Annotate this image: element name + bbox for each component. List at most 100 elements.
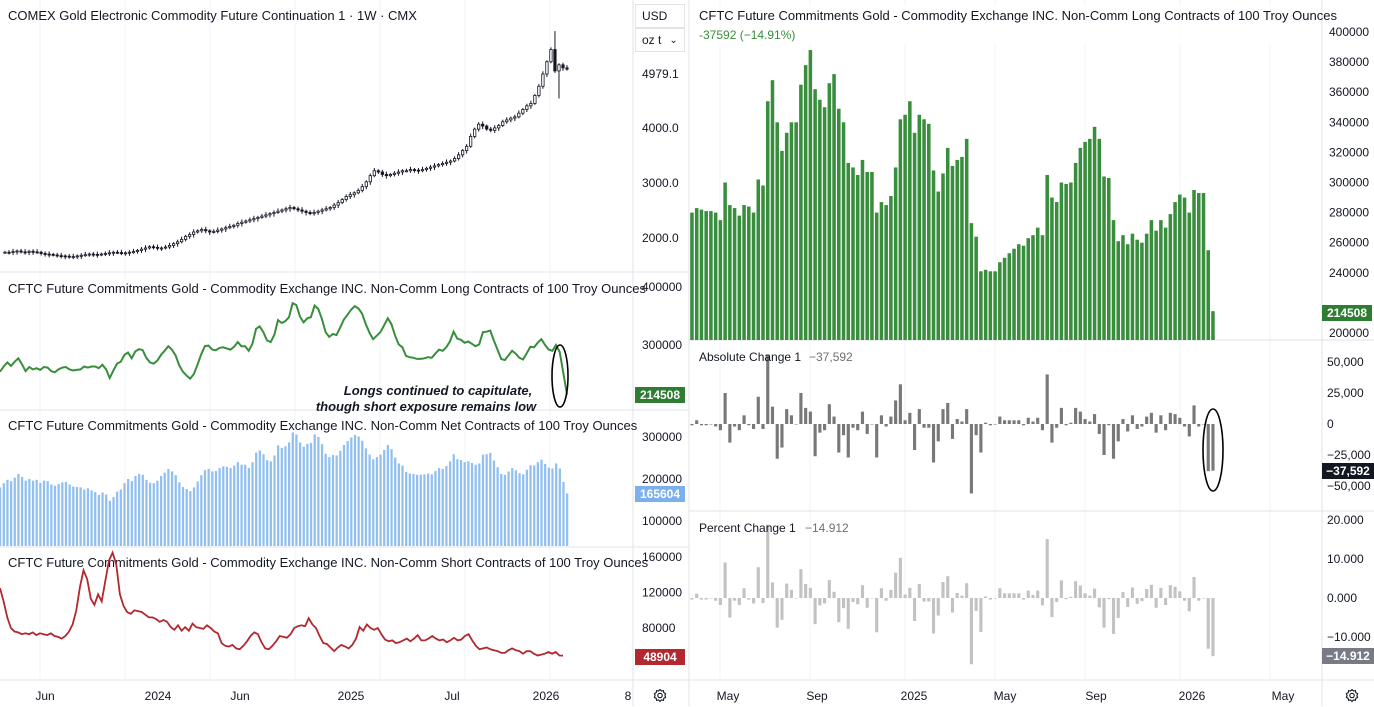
right-long-bar (723, 182, 727, 340)
candle-body (473, 128, 477, 137)
pct-change-bar (894, 572, 898, 598)
candle-body (224, 227, 228, 230)
right-long-bar (1002, 257, 1007, 340)
currency-button[interactable]: USD (635, 4, 685, 28)
net-bar (368, 454, 371, 546)
candle-body (216, 229, 220, 232)
right-time-axis: May Sep 2025 May Sep 2026 May (717, 689, 1295, 703)
net-bar (445, 465, 448, 546)
net-last-value-badge: 165604 (635, 486, 685, 502)
right-pct-change-pane: 20.000 10.000 0.000 −10.000 Percent Change 1… (690, 513, 1371, 665)
candle (236, 221, 240, 228)
candle-body (248, 219, 252, 222)
right-long-tick-label: 300000 (1329, 176, 1369, 190)
net-bar (507, 471, 510, 546)
right-long-bar (1178, 194, 1182, 340)
price-tick-label: 3000.0 (642, 176, 679, 190)
pct-change-bar (837, 598, 841, 623)
candle (103, 251, 107, 257)
candle-body (448, 160, 453, 163)
pct-change-bar (993, 598, 997, 599)
candle (268, 212, 272, 218)
abs-change-bar (1045, 374, 1049, 424)
net-bar (222, 466, 225, 546)
net-bar (189, 491, 192, 546)
net-bar (492, 460, 496, 546)
net-bar (0, 487, 2, 546)
net-bar (416, 474, 419, 546)
right-long-bar (1173, 202, 1177, 340)
net-bar (350, 437, 353, 546)
x-tick-label: Sep (1085, 689, 1107, 703)
pct-change-bar (884, 598, 888, 601)
abs-change-bar (860, 411, 865, 424)
right-long-title: CFTC Future Commitments Gold - Commodity… (699, 8, 1337, 23)
abs-change-bar (1130, 415, 1135, 424)
abs-change-bar (875, 424, 879, 458)
pct-change-bar (1036, 590, 1040, 598)
net-bar (390, 449, 393, 546)
candle-body (452, 158, 457, 162)
net-bar (207, 468, 210, 546)
candle (424, 166, 429, 172)
pct-change-bar (1201, 598, 1206, 599)
x-tick-label: 2024 (145, 689, 172, 703)
right-long-bar (1206, 250, 1210, 340)
candle-body (465, 145, 469, 151)
pct-change-bar (1026, 590, 1030, 598)
abs-change-bar (761, 424, 765, 429)
candle (35, 249, 39, 254)
candle (55, 252, 59, 258)
right-long-bar (756, 179, 761, 340)
candle-body (300, 209, 304, 212)
right-long-bar (770, 80, 775, 340)
pct-change-bar (1007, 593, 1011, 598)
net-bar (79, 487, 82, 546)
unit-button[interactable]: oz t ⌄ (635, 28, 685, 52)
pct-change-bar (1145, 589, 1149, 598)
net-bar (266, 460, 269, 546)
net-bar (408, 473, 411, 546)
right-abs-change-pane: 50,000 25,000 0 −25,000 −50,000 Absolute Chan… (690, 350, 1371, 494)
candle-body (368, 175, 372, 183)
net-bar (229, 468, 232, 546)
currency-label: USD (642, 9, 668, 23)
gear-icon[interactable] (1341, 685, 1363, 707)
candle-body (176, 241, 180, 245)
unit-label: oz t (642, 33, 662, 47)
right-long-bar (694, 208, 699, 340)
candle-body (15, 250, 19, 253)
candle-body (19, 250, 23, 253)
net-bar (50, 484, 53, 546)
net-bar (203, 470, 207, 546)
gear-icon[interactable] (649, 685, 671, 707)
pct-change-bar (789, 589, 793, 598)
net-bar (185, 489, 188, 546)
candle-body (3, 251, 7, 254)
candle-body (360, 186, 364, 191)
net-tick-label: 200000 (642, 472, 682, 486)
abs-change-bar (718, 424, 722, 431)
candle (473, 127, 477, 139)
right-long-bar (1116, 241, 1121, 340)
net-bar (441, 468, 444, 546)
net-bar (130, 481, 133, 546)
right-long-bar (718, 220, 723, 340)
short-last-value-badge-text: 48904 (643, 650, 677, 664)
gold-price-pane: COMEX Gold Electronic Commodity Future C… (3, 8, 679, 260)
right-long-bar (832, 74, 836, 340)
abs-change-bar (974, 424, 978, 436)
candle-body (23, 251, 27, 254)
net-bar (255, 452, 258, 546)
candle (252, 215, 256, 223)
pct-change-bar (1017, 593, 1021, 598)
candle-body (352, 192, 356, 196)
candle-body (513, 116, 517, 119)
candle (59, 252, 63, 259)
abs-change-bar (870, 424, 874, 425)
net-bar (116, 491, 119, 546)
abs-change-bar (775, 424, 779, 459)
abs-change-bar (1088, 421, 1092, 424)
x-tick-label: 2025 (901, 689, 928, 703)
